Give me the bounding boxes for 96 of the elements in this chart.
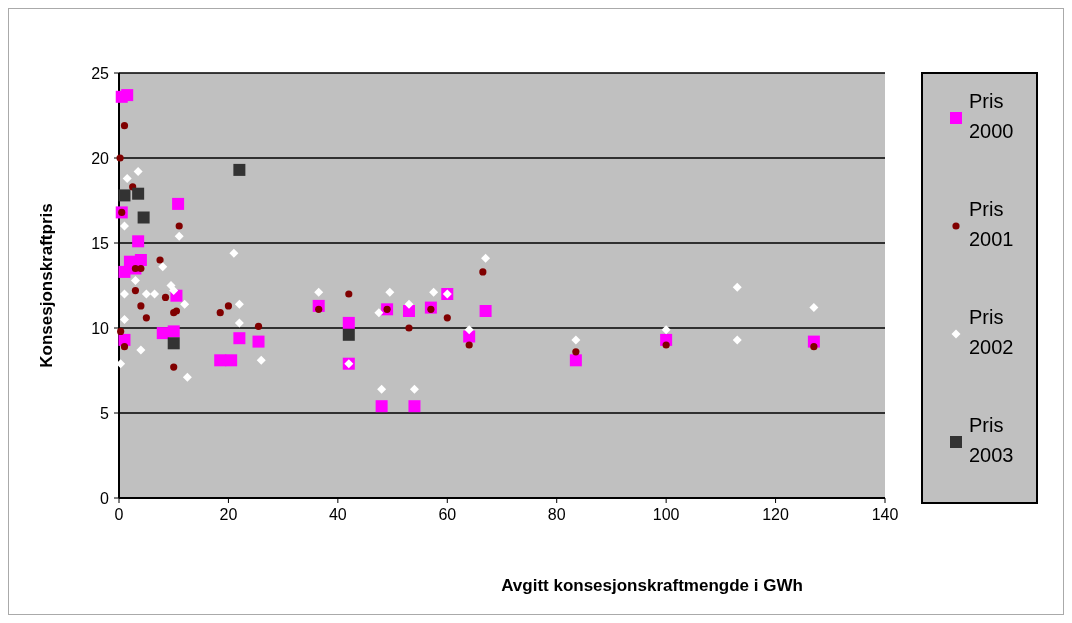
x-tick-label: 100 <box>652 506 680 523</box>
point <box>119 315 129 324</box>
point <box>409 384 419 394</box>
point <box>402 305 415 317</box>
point <box>443 314 451 322</box>
point <box>256 355 266 365</box>
point <box>132 187 145 200</box>
point <box>375 400 388 413</box>
point <box>732 282 742 292</box>
point <box>572 348 580 356</box>
point <box>170 363 178 371</box>
legend-label: Pris 2003 <box>969 414 1014 466</box>
point <box>342 328 355 341</box>
point <box>225 354 238 367</box>
point <box>385 287 395 297</box>
point <box>732 335 742 345</box>
point <box>479 268 487 276</box>
point <box>174 231 184 241</box>
point <box>137 302 145 310</box>
point <box>156 327 169 340</box>
point <box>374 308 384 318</box>
point <box>254 322 263 330</box>
point <box>133 167 143 177</box>
point <box>172 197 185 210</box>
x-tick-label: 120 <box>762 506 790 523</box>
point <box>224 302 233 310</box>
point <box>131 287 140 295</box>
y-tick-label: 15 <box>91 235 110 252</box>
y-tick-label: 20 <box>91 150 110 167</box>
point <box>569 354 582 367</box>
point <box>408 400 421 413</box>
point <box>234 318 244 328</box>
point <box>404 299 414 309</box>
point <box>182 372 192 382</box>
x-tick-label: 60 <box>438 506 457 523</box>
point <box>122 173 132 183</box>
x-tick-label: 0 <box>114 506 124 523</box>
point <box>342 316 355 329</box>
point <box>120 122 129 130</box>
point <box>216 309 224 317</box>
point <box>662 341 670 349</box>
point <box>137 264 145 273</box>
y-tick-label: 25 <box>91 65 110 82</box>
point <box>132 235 145 248</box>
point <box>120 343 129 351</box>
point <box>345 290 353 298</box>
point <box>121 89 134 102</box>
point <box>314 287 324 297</box>
x-axis-title: Avgitt konsesjonskraftmengde i GWh <box>501 576 803 595</box>
point <box>810 343 818 351</box>
point <box>130 275 140 285</box>
point <box>180 299 190 309</box>
point <box>118 189 131 202</box>
point <box>161 293 170 301</box>
y-tick-label: 0 <box>100 490 110 507</box>
point <box>167 337 180 350</box>
y-tick-label: 5 <box>100 405 110 422</box>
point <box>142 314 150 322</box>
point <box>377 384 387 394</box>
x-tick-label: 140 <box>871 506 899 523</box>
point <box>214 354 227 367</box>
point <box>119 221 129 231</box>
point <box>156 256 164 264</box>
point <box>252 335 265 348</box>
legend-label: Pris 2002 <box>969 306 1014 358</box>
point <box>809 303 819 313</box>
point <box>141 289 151 299</box>
point <box>465 341 473 349</box>
point <box>166 281 176 290</box>
point <box>479 305 492 317</box>
point <box>158 262 168 272</box>
point <box>571 335 581 345</box>
x-tick-label: 80 <box>547 506 566 523</box>
legend-label: Pris 2001 <box>969 198 1014 250</box>
point <box>229 248 239 258</box>
point <box>137 211 150 224</box>
point <box>661 325 671 335</box>
point <box>175 222 183 230</box>
point <box>481 253 491 263</box>
point <box>169 286 179 296</box>
point <box>405 324 413 332</box>
point <box>136 345 146 355</box>
point <box>119 289 129 299</box>
point <box>167 325 180 338</box>
x-tick-label: 40 <box>328 506 347 523</box>
y-axis-title: Konsesjonskraftpris <box>37 203 56 368</box>
y-tick-label: 10 <box>91 320 110 337</box>
point <box>117 327 125 335</box>
legend-label: Pris 2000 <box>969 90 1014 142</box>
point <box>233 332 246 345</box>
point <box>464 325 474 335</box>
point <box>234 299 244 309</box>
point <box>233 163 246 176</box>
point <box>150 289 160 299</box>
x-tick-label: 20 <box>219 506 238 523</box>
point <box>429 287 439 297</box>
